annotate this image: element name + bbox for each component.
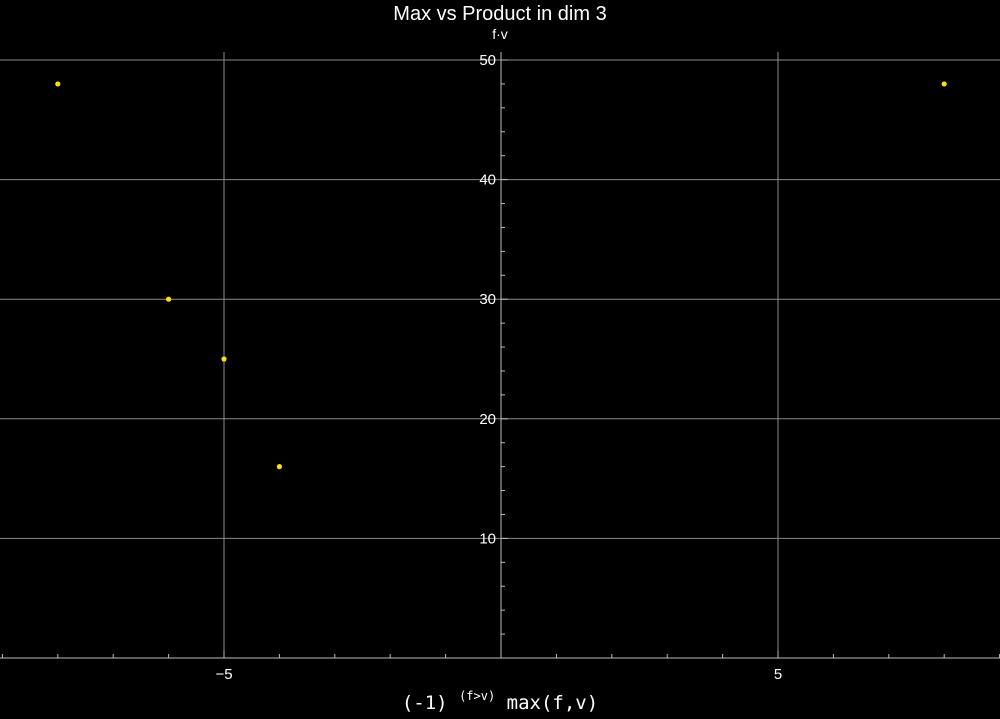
axis-ticks	[1, 59, 1000, 658]
data-point	[941, 81, 947, 87]
data-point	[55, 81, 61, 87]
y-tick-label: 10	[479, 530, 496, 547]
axes	[0, 52, 1000, 659]
chart-title: Max vs Product in dim 3	[393, 3, 607, 25]
x-tick-label: −5	[215, 666, 232, 683]
data-point	[276, 464, 282, 470]
data-points	[55, 81, 947, 470]
y-tick-label: 40	[479, 172, 496, 189]
y-tick-label: 50	[479, 52, 496, 69]
y-axis-label: f·v	[492, 26, 508, 42]
x-label-exponent: (f>v)	[459, 689, 496, 703]
x-tick-label: 5	[774, 666, 782, 683]
x-label-rest: max(f,v)	[506, 692, 599, 714]
y-tick-label: 30	[479, 291, 496, 308]
x-axis-label: (-1) (f>v) max(f,v)	[0, 689, 1000, 714]
y-tick-label: 20	[479, 411, 496, 428]
x-label-base: (-1)	[401, 692, 448, 714]
tick-labels: −5 5 10 20 30 40 50	[215, 52, 782, 683]
grid-lines	[0, 52, 1000, 658]
data-point	[166, 296, 172, 302]
data-point	[221, 356, 227, 362]
